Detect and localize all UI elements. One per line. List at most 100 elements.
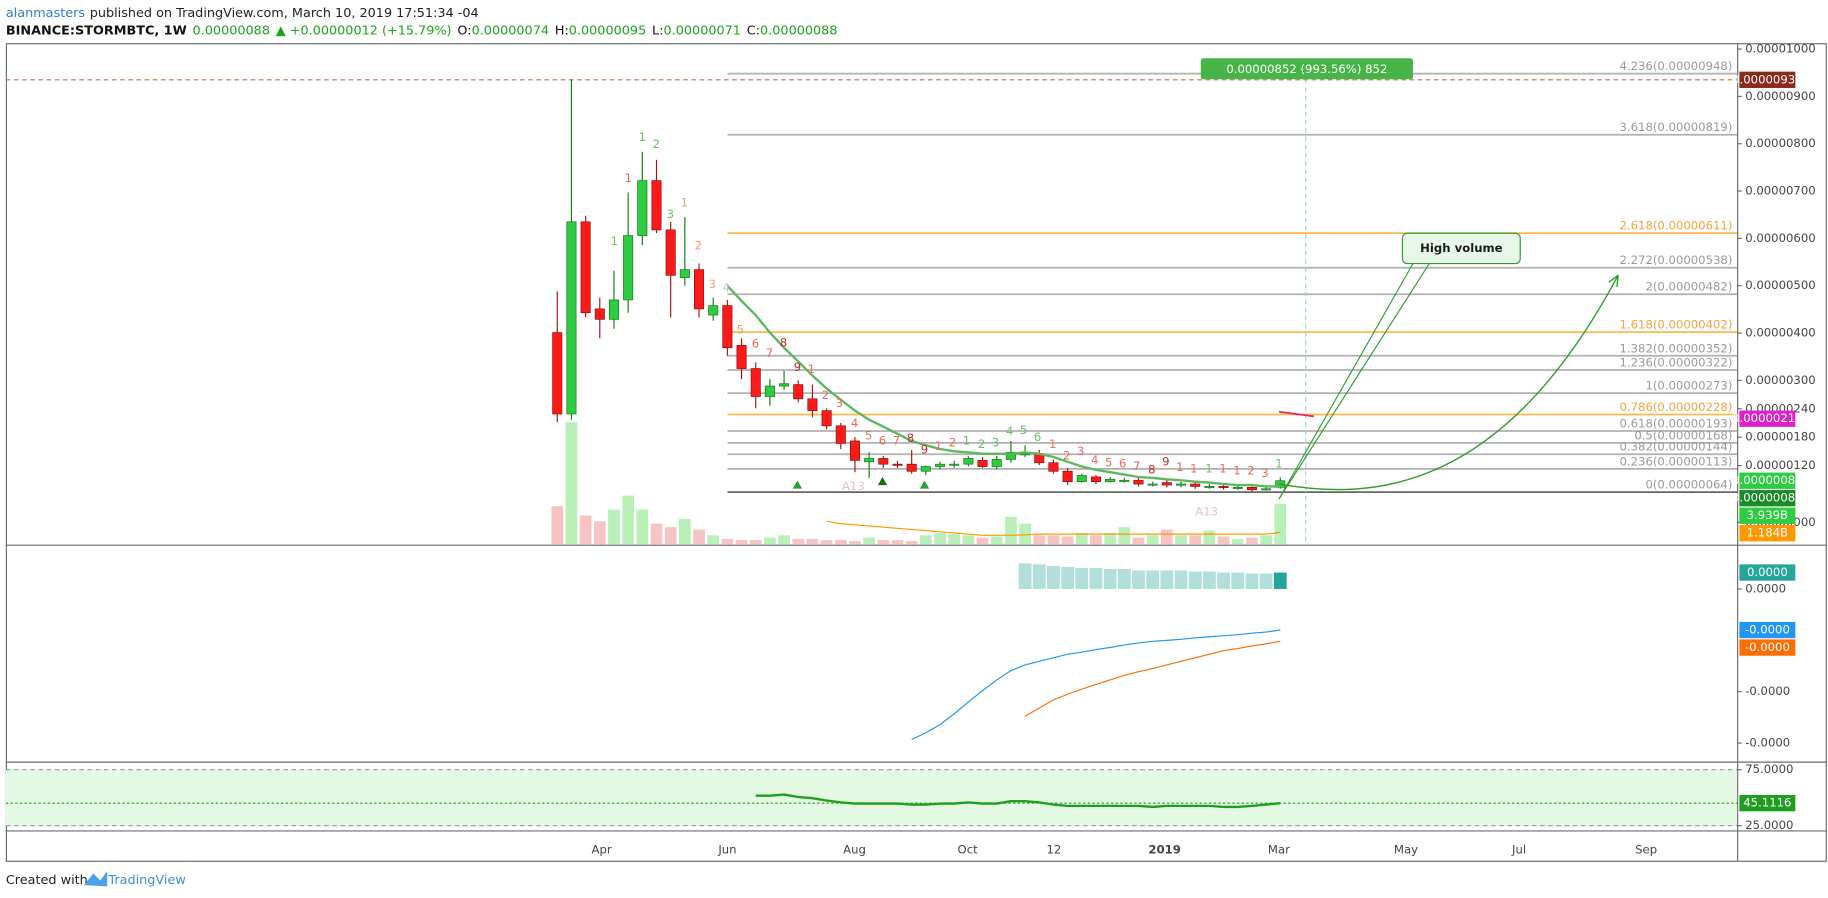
volume-bar <box>1231 538 1244 545</box>
volume-bar <box>1246 537 1258 545</box>
fib-label: 1.382(0.00000352) <box>1620 341 1733 355</box>
volume-bar <box>707 535 720 545</box>
y-tick-label: 0.0000 <box>1745 581 1786 595</box>
footer-brand[interactable]: TradingView <box>107 873 185 888</box>
volume-bar <box>650 523 663 545</box>
volume-bar <box>664 527 677 545</box>
td-sequential-label: 3 <box>709 277 716 291</box>
td-sequential-label: 1 <box>963 433 970 447</box>
volume-bar <box>551 506 564 545</box>
axis-badge <box>1739 564 1796 581</box>
candle-body <box>878 458 889 465</box>
candle-body <box>949 463 960 466</box>
td-sequential-label: 6 <box>1119 457 1126 471</box>
volume-bar <box>891 539 904 545</box>
y-tick-label: 0.00000400 <box>1745 326 1815 340</box>
trend-line <box>1278 410 1314 418</box>
x-tick-label: Mar <box>1268 843 1290 857</box>
x-tick-label: Jun <box>717 843 736 857</box>
volume-bar <box>990 536 1003 545</box>
y-tick-label: 0.00000120 <box>1745 458 1815 472</box>
ohlc-value: 0.00000088 <box>760 23 837 38</box>
td-sequential-label: 1 <box>808 362 815 376</box>
axis-badge-label: 3.939B <box>1747 508 1788 522</box>
fib-label: 2(0.00000482) <box>1645 280 1732 294</box>
candle-body <box>637 180 648 236</box>
td-sequential-label: 1 <box>1233 464 1240 478</box>
td-sequential-label: 1 <box>1190 461 1197 475</box>
y-tick-label: 0.00000900 <box>1745 89 1815 103</box>
candle-body <box>736 345 747 369</box>
td-sequential-label: 7 <box>1133 459 1140 473</box>
td-sequential-label: 8 <box>907 431 914 445</box>
td-sequential-label: 1 <box>1049 437 1056 451</box>
td-sequential-label: 2 <box>653 137 660 151</box>
candle-body <box>566 221 577 415</box>
td-sequential-label: 2 <box>1063 448 1070 462</box>
y-tick-label: 0.00000700 <box>1745 184 1815 198</box>
measure-label: 0.00000852 (993.56%) 852 <box>1226 62 1387 76</box>
macd-histogram <box>1160 570 1174 589</box>
fib-label: 1.618(0.00000402) <box>1620 318 1733 332</box>
candle-body <box>651 180 662 231</box>
td-sequential-label: 7 <box>893 433 900 447</box>
fib-label: 2.272(0.00000538) <box>1620 253 1733 267</box>
x-tick-label: Sep <box>1635 843 1657 857</box>
macd-histogram <box>1047 565 1060 589</box>
macd-histogram <box>1132 570 1145 589</box>
candle-body <box>665 229 676 276</box>
volume-bar <box>1189 535 1202 545</box>
header-line-2: BINANCE:STORMBTC, 1W 0.00000088 ▲ +0.00000… <box>6 23 838 38</box>
axis-badge <box>1739 71 1796 88</box>
td-sequential-label: 8 <box>780 335 787 349</box>
candle-body <box>1090 476 1101 483</box>
volume-bar <box>1047 535 1060 545</box>
last-price: 0.00000088 <box>193 23 270 38</box>
macd-histogram <box>1146 570 1160 589</box>
volume-bar <box>1260 535 1272 545</box>
x-tick-label: May <box>1394 843 1418 857</box>
ohlc-value: 0.00000071 <box>664 23 741 38</box>
signal-line <box>1024 640 1281 717</box>
candle-body <box>1176 483 1187 486</box>
td-sequential-label: 9 <box>921 443 928 457</box>
macd-histogram <box>1202 571 1216 589</box>
candle-body <box>793 384 804 400</box>
candle-body <box>1133 479 1144 485</box>
axis-badge-label: -0.0000 <box>1745 623 1790 637</box>
td-sequential-label: 3 <box>1077 444 1084 458</box>
td-sequential-label: 2 <box>822 388 829 402</box>
candle-body <box>1190 483 1201 487</box>
ohlc-value: 0.00000074 <box>472 23 549 38</box>
macd-histogram <box>1032 564 1046 589</box>
candle-body <box>1147 483 1158 486</box>
candle-body <box>1161 482 1172 486</box>
volume-bar <box>920 535 932 545</box>
td-sequential-label: 1 <box>1275 457 1282 471</box>
td-sequential-label: 1 <box>935 439 942 453</box>
header-line-1: alanmasters published on TradingView.com,… <box>6 5 479 20</box>
candle-body <box>594 308 605 320</box>
ohlc-key: H: <box>555 23 569 38</box>
volume-bar <box>1090 535 1102 545</box>
volume-bar <box>834 539 847 545</box>
macd-line <box>911 629 1281 741</box>
y-tick-label: 0.00000300 <box>1745 373 1815 387</box>
axis-badge-label: 45.1116 <box>1743 796 1791 810</box>
volume-bar <box>1161 529 1173 545</box>
rsi-band <box>5 769 1738 826</box>
macd-histogram <box>1089 567 1103 589</box>
y-tick-label: 25.0000 <box>1745 818 1793 832</box>
y-tick-label: 0.00000500 <box>1745 278 1815 292</box>
rsi-line <box>755 793 1281 809</box>
volume-bar <box>778 535 790 545</box>
volume-bar <box>820 539 833 545</box>
candle-body <box>1020 453 1031 456</box>
macd-histogram <box>1061 566 1075 589</box>
candle-body <box>623 235 634 301</box>
td-sequential-label: 2 <box>978 437 985 451</box>
author-link[interactable]: alanmasters <box>6 5 86 20</box>
td-sequential-label: 4 <box>1091 453 1098 467</box>
candle-body <box>1218 486 1229 488</box>
x-tick-label: Apr <box>591 843 611 857</box>
